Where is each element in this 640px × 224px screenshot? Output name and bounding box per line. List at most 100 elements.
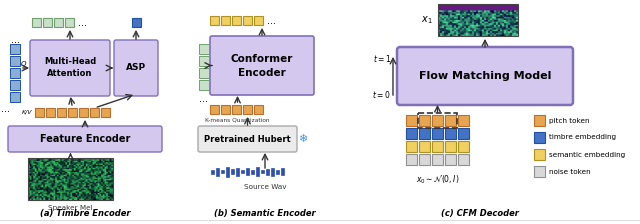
Bar [199,80,209,90]
Bar [419,115,430,126]
Bar [419,128,430,139]
Bar [458,128,469,139]
Text: ASP: ASP [126,63,146,73]
Bar [418,113,457,128]
Bar [57,108,66,117]
FancyBboxPatch shape [8,126,162,152]
Text: pitch token: pitch token [549,118,589,123]
Bar [199,68,209,78]
FancyBboxPatch shape [30,40,110,96]
Bar [232,105,241,114]
Bar [266,169,269,175]
Bar [211,170,214,174]
Bar [10,56,20,66]
Bar [54,18,63,27]
Text: ...: ... [10,35,19,45]
Text: Encoder: Encoder [238,67,286,78]
Text: ...: ... [267,15,276,26]
Bar [276,170,279,174]
Bar [28,158,113,200]
Bar [243,105,252,114]
Bar [65,18,74,27]
Text: $t=0$: $t=0$ [372,88,391,99]
Bar [445,128,456,139]
Text: ...: ... [200,94,209,104]
Bar [261,170,264,174]
Text: (a) Timbre Encoder: (a) Timbre Encoder [40,209,131,218]
FancyBboxPatch shape [198,126,297,152]
Text: $t=1$: $t=1$ [372,52,391,63]
Bar [432,115,443,126]
Bar [131,18,141,27]
Bar [458,154,469,165]
Bar [232,16,241,25]
Bar [406,115,417,126]
Bar [458,141,469,152]
Bar [10,68,20,78]
Bar [445,154,456,165]
Bar [534,149,545,160]
Text: (c) CFM Decoder: (c) CFM Decoder [441,209,519,218]
Bar [199,56,209,66]
Bar [216,168,219,176]
Bar [406,154,417,165]
Text: ...: ... [1,104,10,114]
Bar [221,170,224,174]
Text: Conformer: Conformer [231,54,293,63]
Text: $x_0 \sim \mathcal{N}(0,I)$: $x_0 \sim \mathcal{N}(0,I)$ [416,173,459,185]
Bar [432,141,443,152]
Text: $x_1$: $x_1$ [421,14,433,26]
Bar [221,16,230,25]
Text: ...: ... [78,17,87,28]
Bar [236,168,239,176]
Bar [254,16,263,25]
FancyBboxPatch shape [397,47,573,105]
Bar [438,4,518,36]
Bar [246,168,249,175]
Bar [419,154,430,165]
Bar [271,168,274,176]
Bar [419,141,430,152]
Text: K-means Quantization: K-means Quantization [205,118,269,123]
Bar [10,92,20,102]
Bar [243,16,252,25]
Text: Feature Encoder: Feature Encoder [40,134,130,144]
Bar [231,170,234,174]
Bar [241,170,244,174]
Bar [43,18,52,27]
Bar [221,105,230,114]
Bar [534,115,545,126]
Bar [210,16,219,25]
Bar [251,170,254,174]
Text: Source Wav: Source Wav [244,184,286,190]
FancyBboxPatch shape [210,36,314,95]
Bar [432,154,443,165]
Text: K/V: K/V [22,110,32,115]
Bar [210,105,219,114]
Text: noise token: noise token [549,168,591,174]
Text: semantic embedding: semantic embedding [549,151,625,157]
Bar [32,18,41,27]
Bar [432,128,443,139]
Bar [445,141,456,152]
Text: Multi-Head: Multi-Head [44,58,96,67]
Text: Speaker Mel: Speaker Mel [48,205,93,211]
Bar [46,108,55,117]
FancyBboxPatch shape [114,40,158,96]
Bar [90,108,99,117]
Bar [281,168,284,175]
Bar [534,132,545,143]
Bar [10,44,20,54]
Bar [254,105,263,114]
Text: Flow Matching Model: Flow Matching Model [419,71,551,81]
Bar [226,167,229,177]
Text: Attention: Attention [47,69,93,78]
Text: Pretrained Hubert: Pretrained Hubert [204,134,291,144]
Text: timbre embedding: timbre embedding [549,134,616,140]
Bar [79,108,88,117]
Text: ❄: ❄ [298,134,307,144]
Bar [199,44,209,54]
Bar [406,141,417,152]
Bar [458,115,469,126]
Bar [534,166,545,177]
